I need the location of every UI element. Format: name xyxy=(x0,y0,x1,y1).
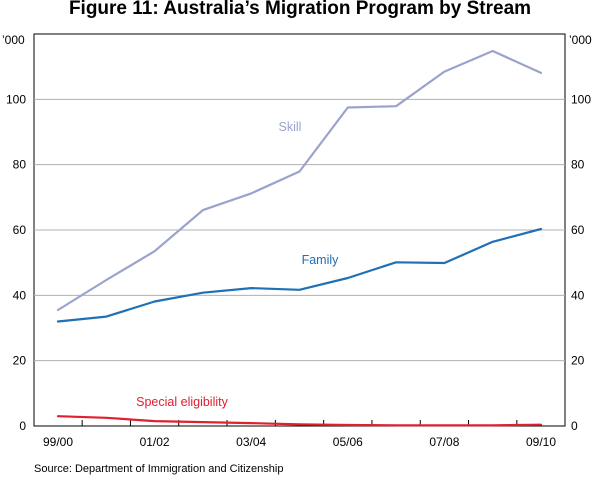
y-tick-label-left: 0 xyxy=(19,419,26,433)
y-tick-label-right: 60 xyxy=(571,223,585,237)
y-tick-label-right: 40 xyxy=(571,288,585,302)
source-note: Source: Department of Immigration and Ci… xyxy=(34,463,283,475)
y-tick-label-right: 100 xyxy=(571,92,591,106)
y-axis-left: 0 20 40 60 80 100 xyxy=(6,92,26,433)
y-tick-label-left: 100 xyxy=(6,92,26,106)
series-line-special-eligibility xyxy=(56,415,543,427)
y-tick-label-left: 20 xyxy=(13,354,27,368)
series-label-family: Family xyxy=(302,253,340,267)
series-line-family xyxy=(56,227,543,323)
series-lines xyxy=(56,49,543,427)
y-tick-label-right: 0 xyxy=(571,419,578,433)
y-unit-label-right: ’000 xyxy=(569,33,592,47)
y-tick-label-left: 60 xyxy=(13,223,27,237)
series-label-skill: Skill xyxy=(279,120,302,134)
x-tick-label: 03/04 xyxy=(236,435,266,449)
x-tick-label: 99/00 xyxy=(43,435,73,449)
chart-title: Figure 11: Australia’s Migration Program… xyxy=(69,0,531,19)
x-tick-label: 07/08 xyxy=(429,435,459,449)
series-label-special-eligibility: Special eligibility xyxy=(136,395,228,409)
y-axis-right: 0 20 40 60 80 100 xyxy=(571,92,591,433)
y-tick-label-left: 80 xyxy=(13,158,27,172)
y-tick-label-left: 40 xyxy=(13,288,27,302)
x-tick-label: 09/10 xyxy=(526,435,556,449)
x-tick-label: 01/02 xyxy=(140,435,170,449)
y-tick-label-right: 20 xyxy=(571,354,585,368)
x-tick-label: 05/06 xyxy=(333,435,363,449)
gridlines xyxy=(34,98,565,362)
series-line-skill xyxy=(56,49,543,312)
y-unit-label-left: ’000 xyxy=(2,33,25,47)
y-tick-label-right: 80 xyxy=(571,158,585,172)
